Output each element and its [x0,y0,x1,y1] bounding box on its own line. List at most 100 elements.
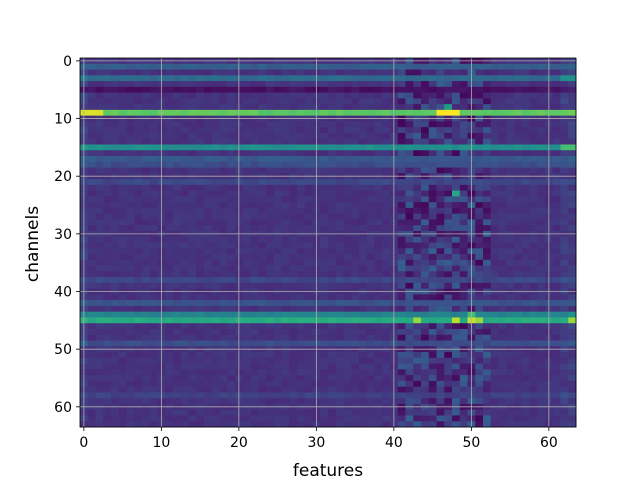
heatmap-cell [180,311,189,318]
heatmap-cell [188,282,197,290]
heatmap-cell [196,63,205,70]
heatmap-cell [258,305,267,313]
heatmap-cell [436,409,445,416]
heatmap-cell [250,150,259,157]
heatmap-cell [351,236,360,243]
heatmap-cell [552,144,561,151]
heatmap-cell [552,132,561,140]
heatmap-cell [188,63,197,70]
heatmap-cell [266,242,275,249]
heatmap-cell [126,213,135,220]
heatmap-cell [514,69,523,76]
heatmap-cell [483,236,492,243]
heatmap-cell [204,150,213,157]
heatmap-cell [490,323,499,330]
heatmap-cell [514,190,523,197]
heatmap-cell [188,196,197,203]
heatmap-cell [328,352,337,359]
heatmap-cell [320,161,329,168]
heatmap-cell [87,242,96,249]
heatmap-cell [537,213,546,220]
heatmap-cell [320,294,329,301]
heatmap-cell [529,254,538,261]
heatmap-cell [537,259,546,266]
heatmap-cell [258,121,267,128]
heatmap-cell [514,92,523,99]
heatmap-cell [173,409,182,416]
heatmap-cell [335,242,344,249]
heatmap-cell [250,375,259,382]
heatmap-cell [382,386,391,393]
heatmap-cell [382,150,391,157]
heatmap-cell [204,75,213,82]
heatmap-cell [436,352,445,359]
heatmap-cell [514,323,523,330]
heatmap-cell [351,254,360,261]
heatmap-cell [366,421,375,428]
heatmap-cell [242,254,251,261]
heatmap-cell [173,415,182,422]
heatmap-cell [529,207,538,215]
heatmap-cell [149,363,158,370]
heatmap-cell [273,190,282,197]
heatmap-cell [506,311,515,318]
heatmap-cell [483,300,492,307]
heatmap-cell [397,144,406,151]
heatmap-cell [118,121,127,128]
heatmap-cell [359,300,368,307]
heatmap-cell [366,415,375,422]
heatmap-cell [149,219,158,226]
heatmap-cell [436,75,445,82]
heatmap-cell [452,196,461,203]
heatmap-cell [568,294,577,301]
heatmap-cell [165,161,174,168]
heatmap-cell [405,121,414,128]
heatmap-cell [490,132,499,140]
heatmap-cell [111,156,120,163]
heatmap-cell [560,415,569,422]
heatmap-cell [242,109,251,117]
heatmap-cell [405,132,414,140]
heatmap-cell [483,202,492,209]
heatmap-cell [204,63,213,70]
heatmap-cell [444,213,453,220]
heatmap-cell [413,236,422,243]
heatmap-cell [436,213,445,220]
heatmap-cell [335,69,344,76]
heatmap-cell [382,132,391,140]
heatmap-cell [126,409,135,416]
heatmap-cell [211,386,220,393]
heatmap-cell [328,328,337,336]
heatmap-cell [514,132,523,140]
heatmap-cell [452,213,461,220]
heatmap-cell [552,184,561,192]
heatmap-cell [219,156,228,163]
heatmap-cell [343,75,352,82]
heatmap-cell [343,294,352,301]
heatmap-cell [366,254,375,261]
heatmap-cell [552,323,561,330]
heatmap-cell [258,81,267,88]
heatmap-cell [452,69,461,76]
heatmap-cell [452,409,461,416]
heatmap-cell [196,236,205,243]
heatmap-cell [196,340,205,347]
heatmap-cell [397,386,406,393]
heatmap-cell [328,127,337,134]
heatmap-cell [421,104,430,111]
heatmap-cell [180,352,189,359]
heatmap-cell [211,196,220,203]
heatmap-cell [103,127,112,134]
heatmap-cell [397,196,406,203]
heatmap-cell [421,161,430,168]
heatmap-cell [514,305,523,313]
heatmap-cell [281,380,290,388]
heatmap-cell [227,265,236,272]
heatmap-cell [413,323,422,330]
heatmap-cell [188,225,197,232]
heatmap-cell [111,328,120,336]
heatmap-cell [436,294,445,301]
heatmap-cell [560,207,569,215]
heatmap-cell [343,375,352,382]
heatmap-cell [103,109,112,117]
